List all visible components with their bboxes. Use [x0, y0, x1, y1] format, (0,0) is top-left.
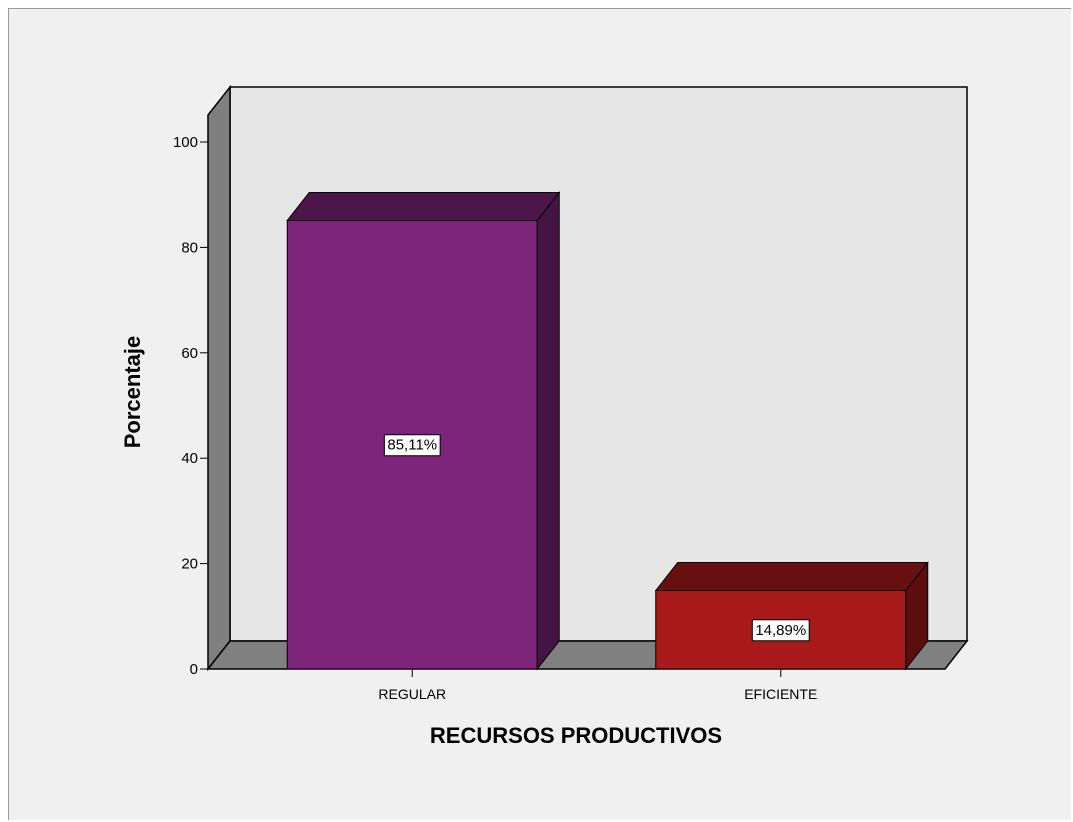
bar-side	[536, 191, 560, 671]
data-label: 85,11%	[383, 434, 441, 457]
y-tick-label: 0	[190, 661, 198, 678]
data-label-box	[751, 619, 810, 642]
y-tick-label: 60	[181, 345, 198, 362]
x-tick-label: EFICIENTE	[744, 686, 817, 702]
data-label-text: 85,11%	[387, 437, 437, 454]
side-wall	[207, 84, 231, 672]
bar-eficiente: 14,89%	[654, 561, 929, 671]
data-label-text: 14,89%	[755, 622, 806, 639]
data-label-box	[383, 434, 441, 457]
x-tick-label: REGULAR	[378, 686, 446, 702]
x-axis-title: RECURSOS PRODUCTIVOS	[430, 723, 722, 748]
y-tick-label: 20	[181, 556, 198, 573]
x-axis: REGULAR EFICIENTE	[208, 668, 945, 702]
bar-regular: 85,11%	[286, 191, 561, 671]
bar-top	[286, 191, 561, 221]
y-tick-label: 100	[173, 134, 198, 151]
bar-top	[654, 562, 929, 592]
data-label: 14,89%	[751, 619, 810, 642]
y-axis: 0 20 40 60 80 100	[173, 115, 209, 678]
y-axis-title: Porcentaje	[120, 336, 145, 449]
y-tick-label: 40	[181, 450, 198, 467]
y-tick-label: 80	[181, 239, 198, 256]
bars: 85,11% 14,89%	[286, 191, 929, 671]
